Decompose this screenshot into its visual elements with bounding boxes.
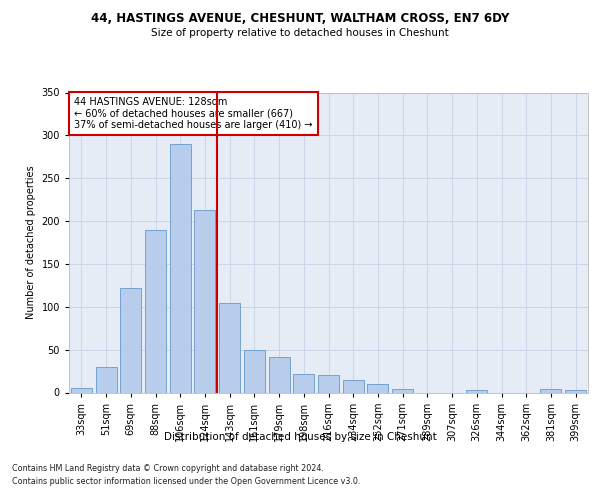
Bar — [466, 390, 487, 392]
Bar — [170, 144, 191, 392]
Bar — [565, 390, 586, 392]
Bar — [293, 374, 314, 392]
Bar — [194, 210, 215, 392]
Text: 44 HASTINGS AVENUE: 128sqm
← 60% of detached houses are smaller (667)
37% of sem: 44 HASTINGS AVENUE: 128sqm ← 60% of deta… — [74, 97, 313, 130]
Bar — [145, 230, 166, 392]
Bar — [343, 380, 364, 392]
Bar — [318, 376, 339, 392]
Text: Contains HM Land Registry data © Crown copyright and database right 2024.: Contains HM Land Registry data © Crown c… — [12, 464, 324, 473]
Bar — [120, 288, 141, 393]
Text: 44, HASTINGS AVENUE, CHESHUNT, WALTHAM CROSS, EN7 6DY: 44, HASTINGS AVENUE, CHESHUNT, WALTHAM C… — [91, 12, 509, 26]
Text: Distribution of detached houses by size in Cheshunt: Distribution of detached houses by size … — [164, 432, 436, 442]
Bar — [367, 384, 388, 392]
Bar — [392, 389, 413, 392]
Bar — [269, 358, 290, 392]
Bar — [95, 367, 116, 392]
Text: Size of property relative to detached houses in Cheshunt: Size of property relative to detached ho… — [151, 28, 449, 38]
Bar — [219, 302, 240, 392]
Bar — [71, 388, 92, 392]
Bar — [244, 350, 265, 393]
Bar — [541, 389, 562, 392]
Text: Contains public sector information licensed under the Open Government Licence v3: Contains public sector information licen… — [12, 478, 361, 486]
Y-axis label: Number of detached properties: Number of detached properties — [26, 166, 36, 320]
